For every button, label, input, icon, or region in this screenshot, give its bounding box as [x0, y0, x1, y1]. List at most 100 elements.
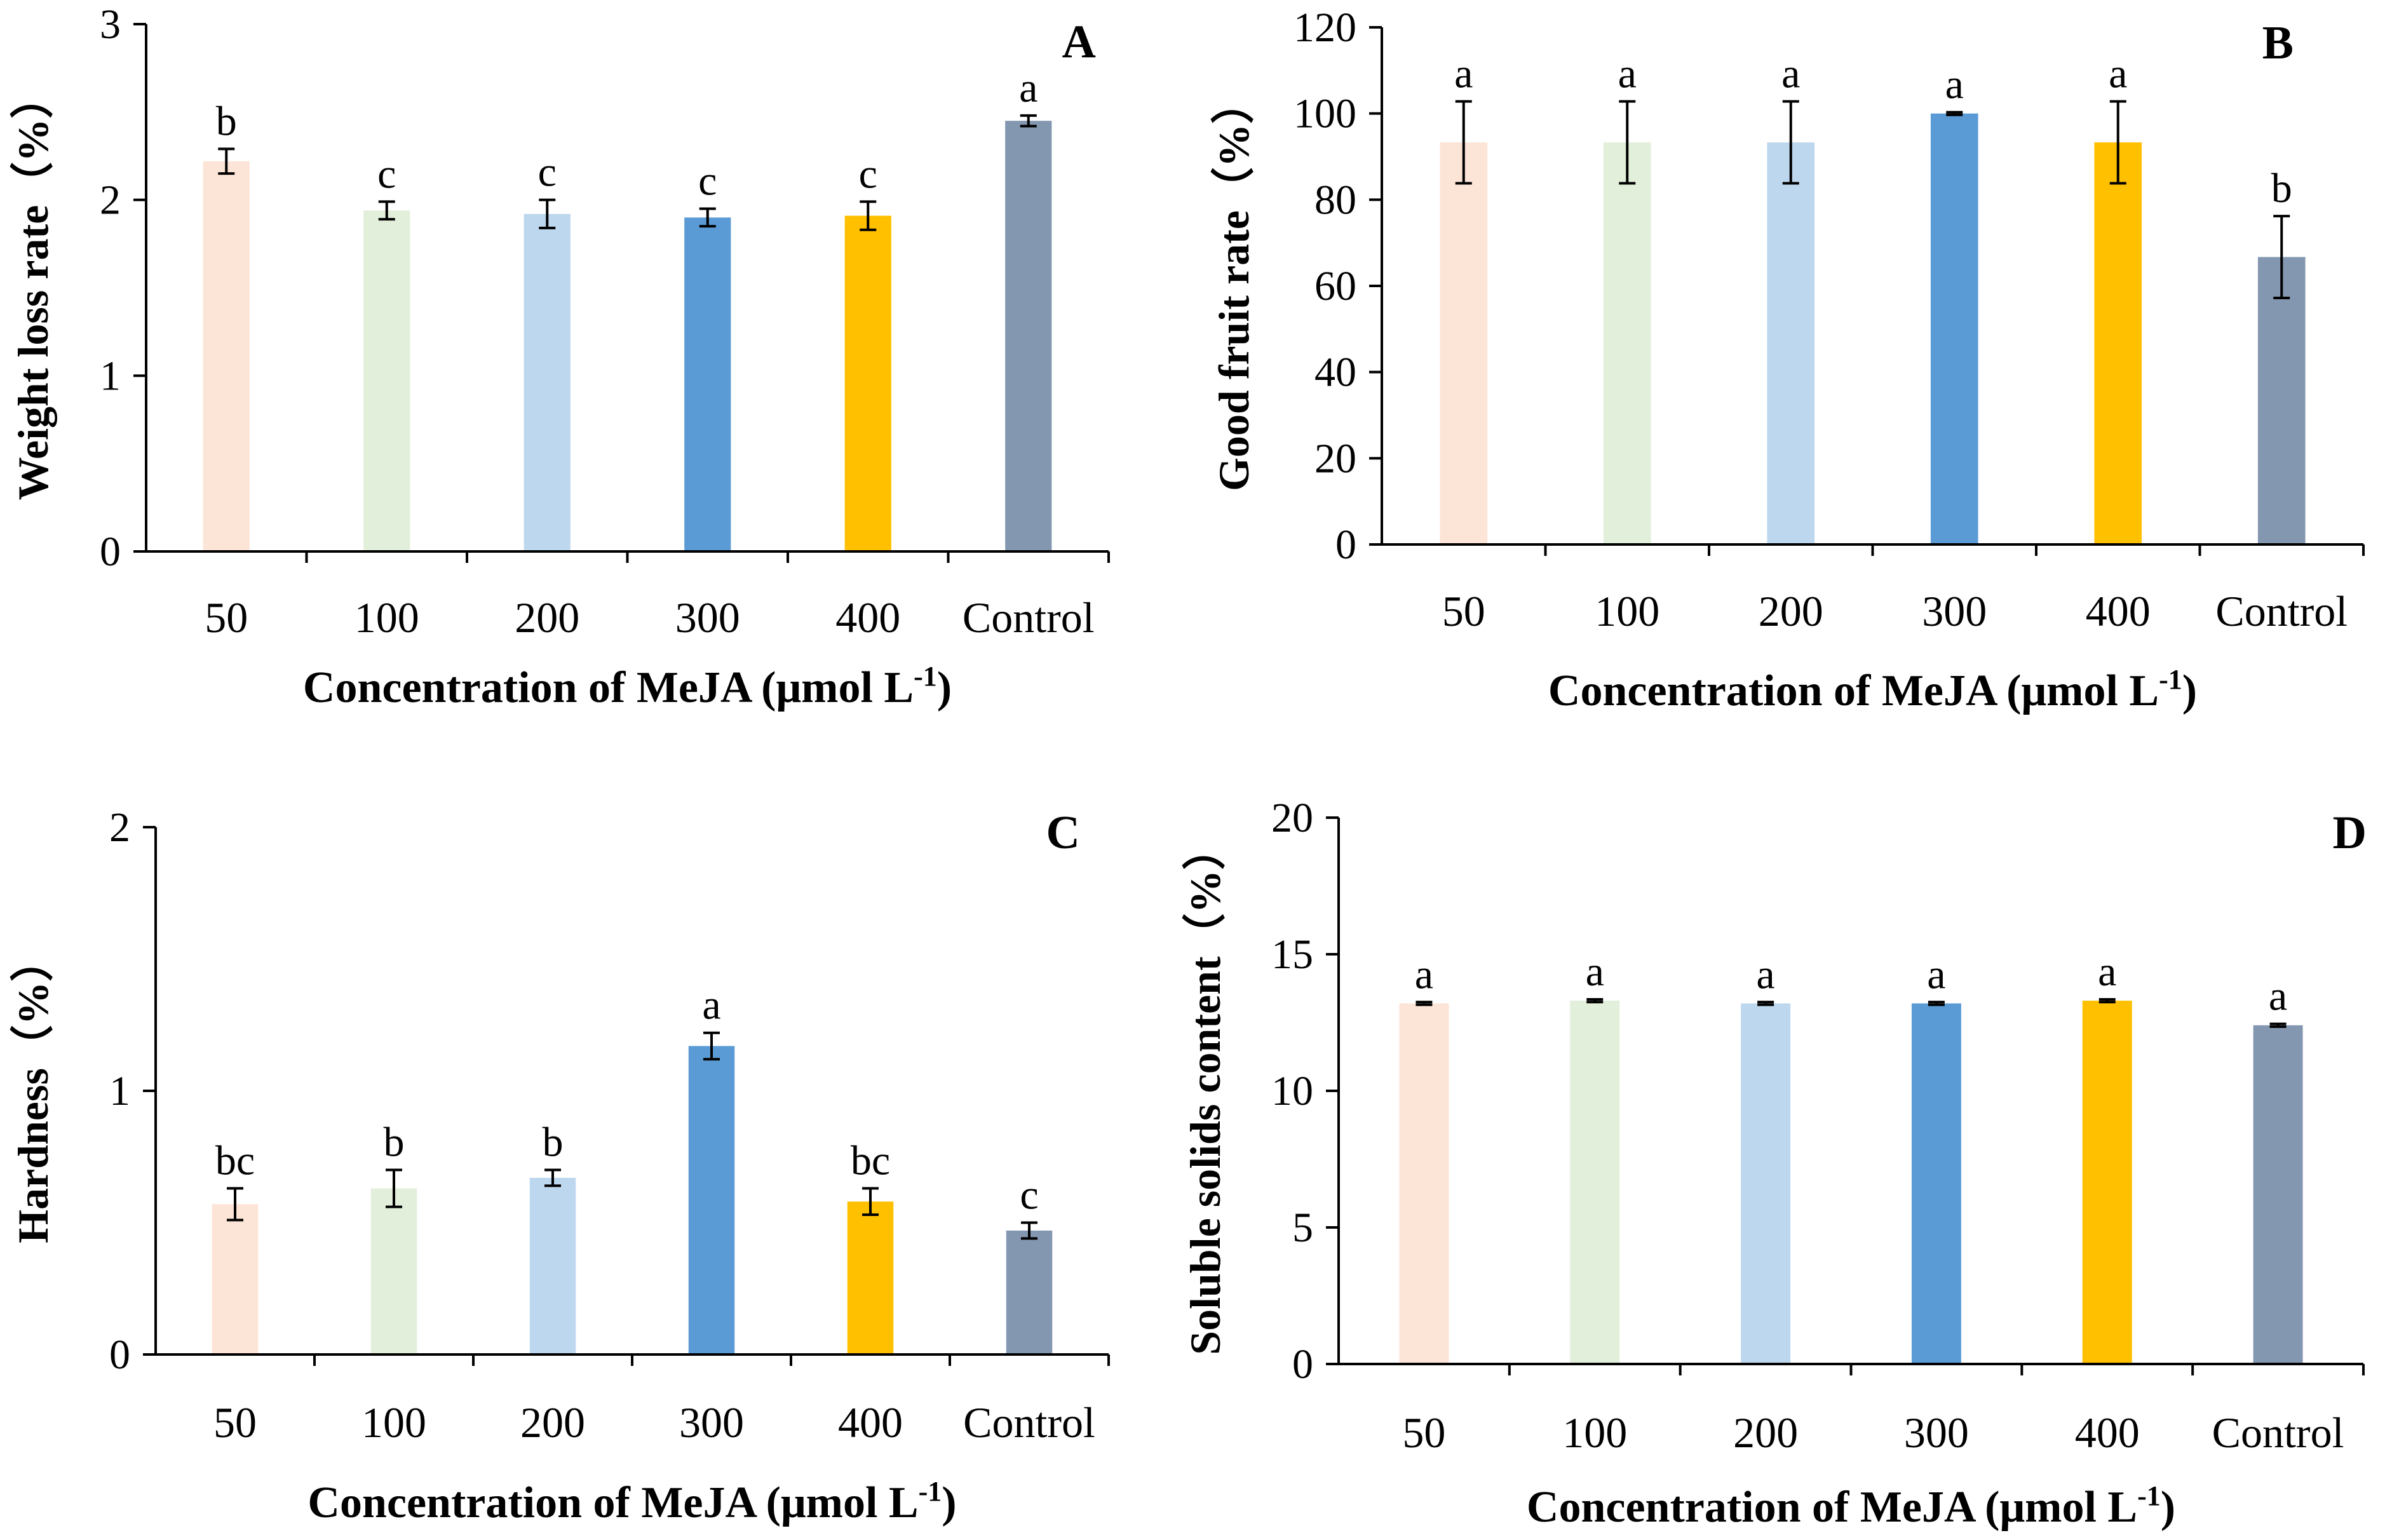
panel-b-x-tick-label: 400: [2086, 587, 2151, 635]
panel-c-x-tick-label: 400: [838, 1398, 903, 1447]
panel-a-letter: A: [1062, 16, 1096, 68]
panel-d-y-axis-title: Soluble solids content（%）: [1181, 827, 1229, 1354]
panel-b-bar-400: [2094, 142, 2142, 545]
panel-b-bar-300: [1930, 113, 1978, 544]
panel-a-bar-100: [363, 210, 410, 551]
panel-b-significance-label: b: [2271, 165, 2292, 212]
panel-a-bar-300: [684, 217, 731, 551]
panel-b-error-bar-200: [1782, 100, 1799, 185]
panel-c-bar-100: [370, 1188, 417, 1354]
panel-a-error-bar-400: [860, 200, 877, 231]
panel-c-significance-label: a: [702, 982, 720, 1029]
panel-d-error-bar-400: [2098, 997, 2116, 1004]
panel-a-error-bar-control: [1020, 114, 1037, 128]
panel-b-x-tick-label: Control: [2215, 587, 2348, 635]
panel-d-y-tick-label: 10: [1271, 1068, 1313, 1114]
panel-b-error-bar-300: [1946, 111, 1963, 116]
panel-b-significance-label: a: [2109, 51, 2127, 97]
panel-c-significance-label: bc: [851, 1138, 890, 1184]
panel-d-y-tick-label: 20: [1271, 795, 1313, 841]
panel-a-bar-200: [524, 213, 571, 551]
panel-d-letter: D: [2333, 807, 2367, 859]
panel-d-x-tick-label: 100: [1562, 1408, 1627, 1457]
panel-b-bar-200: [1767, 142, 1815, 545]
panel-b-significance-label: a: [1945, 62, 1964, 108]
panel-d-error-bar-100: [1586, 997, 1604, 1004]
panel-b-x-tick-label: 300: [1922, 587, 1987, 635]
panel-b-letter: B: [2262, 17, 2294, 69]
panel-c-error-bar-control: [1021, 1221, 1037, 1240]
panel-c-bar-300: [688, 1046, 735, 1354]
panel-a-x-tick-label: 200: [515, 593, 579, 642]
panel-d-significance-label: a: [1756, 951, 1774, 997]
panel-a-y-axis-title: Weight loss rate（%）: [9, 76, 57, 501]
panel-d-bar-300: [1911, 1003, 1961, 1364]
panel-a-significance-label: c: [859, 151, 877, 197]
panel-b-y-tick-label: 100: [1294, 91, 1356, 137]
panel-d: a a a a a a 0 5 10 15 20 50 100 200 300 400 Control Conce…: [1181, 795, 2367, 1532]
panel-c-error-bar-300: [703, 1031, 720, 1061]
panel-b-y-tick-label: 0: [1335, 522, 1356, 568]
panel-c-y-tick-label: 2: [109, 804, 130, 851]
panel-c-error-bar-400: [862, 1187, 879, 1217]
panel-a-bar-50: [203, 161, 250, 552]
panel-c-significance-label: b: [384, 1119, 405, 1166]
panel-d-bar-50: [1399, 1003, 1449, 1364]
panel-b-y-tick-label: 20: [1314, 435, 1356, 482]
panel-c-bar-50: [212, 1204, 259, 1354]
panel-c-x-tick-label: 200: [520, 1398, 585, 1447]
panel-d-y-tick-label: 15: [1271, 931, 1313, 978]
panel-a-significance-label: c: [377, 151, 396, 197]
panel-a-y-tick-label: 2: [100, 177, 121, 224]
panel-d-error-bar-50: [1416, 1001, 1433, 1006]
panel-c-bar-control: [1006, 1230, 1053, 1354]
panel-c-error-bar-50: [227, 1187, 243, 1222]
panel-b-significance-label: a: [1618, 51, 1637, 97]
panel-b-y-axis-title: Good fruit rate（%）: [1210, 81, 1258, 491]
panel-c-error-bar-200: [544, 1168, 561, 1187]
panel-d-error-bar-200: [1757, 1001, 1774, 1006]
panel-c-significance-label: b: [543, 1119, 564, 1166]
panel-b-y-tick-label: 80: [1314, 177, 1356, 223]
panel-a-x-tick-label: 50: [205, 593, 248, 642]
panel-c-letter: C: [1046, 807, 1080, 859]
panel-c-x-axis-title: Concentration of MeJA (μmol L-1): [307, 1476, 956, 1527]
panel-d-x-tick-label: 300: [1904, 1408, 1969, 1457]
panel-d-bar-100: [1570, 1001, 1620, 1364]
panel-b-x-tick-label: 200: [1759, 587, 1823, 635]
panel-c-bar-200: [529, 1177, 576, 1354]
panel-a-y-tick-label: 0: [100, 529, 121, 575]
panel-d-significance-label: a: [1415, 951, 1433, 997]
panel-c-y-tick-label: 1: [109, 1068, 130, 1114]
panel-b-bar-50: [1440, 142, 1488, 545]
panel-c-x-tick-label: 50: [213, 1398, 257, 1447]
panel-a-significance-label: b: [216, 98, 237, 144]
panel-d-x-tick-label: 200: [1733, 1408, 1798, 1457]
panel-a-x-tick-label: 100: [355, 593, 419, 642]
panel-a-error-bar-200: [539, 198, 556, 229]
panel-c-significance-label: bc: [215, 1138, 255, 1184]
panel-a-y-tick-label: 3: [100, 1, 121, 48]
panel-c-bar-400: [847, 1201, 894, 1354]
panel-b-error-bar-100: [1619, 100, 1636, 185]
panel-a-error-bar-300: [699, 207, 716, 228]
panel-a-significance-label: c: [698, 158, 717, 205]
panel-a-bar-400: [844, 215, 891, 552]
panel-d-y-tick-label: 0: [1292, 1341, 1313, 1388]
panel-a-x-tick-label: Control: [963, 593, 1095, 642]
panel-b-error-bar-control: [2273, 215, 2290, 299]
panel-a-bar-control: [1005, 121, 1052, 551]
panel-b-y-tick-label: 120: [1294, 4, 1356, 51]
panel-d-bar-200: [1741, 1003, 1791, 1364]
panel-c-y-axis-title: Hardness（%）: [9, 938, 57, 1243]
panel-b-x-tick-label: 50: [1442, 587, 1485, 635]
panel-a: b c c c c a 0 1 2 3 50 100 200 300 400 ControlConcentra…: [9, 1, 1110, 712]
panel-d-x-tick-label: 400: [2075, 1408, 2140, 1457]
panel-a-error-bar-100: [378, 200, 395, 221]
panel-d-significance-label: a: [1927, 951, 1945, 997]
panel-a-significance-label: a: [1019, 65, 1037, 111]
panel-a-x-tick-label: 400: [835, 593, 900, 642]
panel-a-y-tick-label: 1: [100, 353, 121, 399]
panel-b-error-bar-50: [1455, 100, 1472, 185]
